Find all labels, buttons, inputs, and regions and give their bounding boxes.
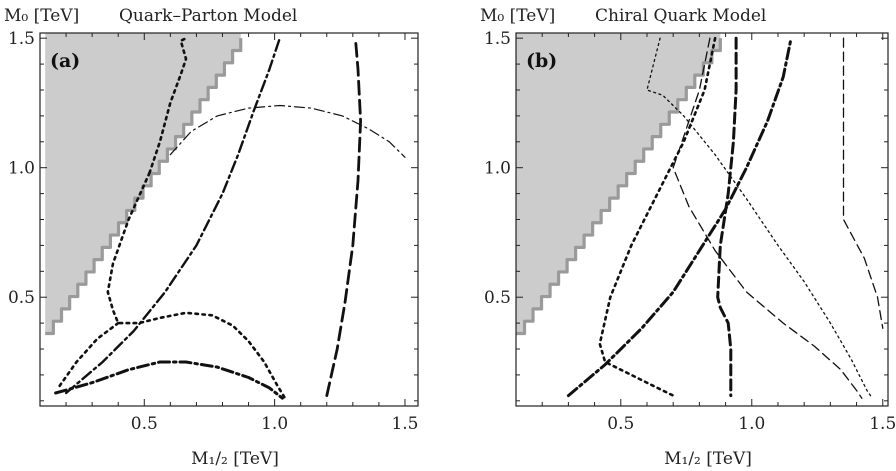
x-tick-label: 1.0 <box>261 414 288 434</box>
x-axis-label: M₁/₂ [TeV] <box>664 449 752 469</box>
series-curve-3 <box>56 321 120 390</box>
y-tick-label: 0.5 <box>484 288 511 308</box>
series-curve-2 <box>106 171 287 400</box>
series-curve-1 <box>646 37 873 399</box>
panel-title: Quark–Parton Model <box>119 6 297 26</box>
series-curve-6 <box>566 36 793 398</box>
series-curve-4 <box>54 360 284 400</box>
series-curve-7 <box>169 104 406 158</box>
exclusion-boundary <box>516 38 722 336</box>
x-tick-label: 0.5 <box>607 414 634 434</box>
excluded-region <box>516 33 721 334</box>
series-curve-4 <box>598 36 717 397</box>
panel-b: M₀ [TeV] Chiral Quark Model M₁/₂ [TeV] 0… <box>480 6 896 469</box>
excluded-region <box>45 33 241 334</box>
panel-tag: (b) <box>526 50 557 72</box>
y-tick-label: 0.5 <box>8 288 35 308</box>
panel-a: M₀ [TeV] Quark–Parton Model M₁/₂ [TeV] 0… <box>4 6 419 469</box>
series-curve-6 <box>325 36 363 398</box>
x-tick-label: 1.5 <box>391 414 418 434</box>
y-tick-label: 1.5 <box>484 29 511 49</box>
panel-tag: (a) <box>50 50 80 72</box>
y-tick-label: 1.0 <box>8 159 35 179</box>
y-tick-label: 1.5 <box>8 29 35 49</box>
x-tick-label: 0.5 <box>131 414 158 434</box>
series-curve-3 <box>842 37 884 329</box>
series-curve-5 <box>64 37 281 395</box>
x-tick-label: 1.0 <box>738 414 765 434</box>
y-axis-label: M₀ [TeV] <box>480 6 555 26</box>
panel-title: Chiral Quark Model <box>595 6 766 26</box>
series-curve-2 <box>672 37 863 399</box>
x-axis-label: M₁/₂ [TeV] <box>191 449 279 469</box>
y-axis-label: M₀ [TeV] <box>4 6 79 26</box>
y-tick-label: 1.0 <box>484 159 511 179</box>
x-tick-label: 1.5 <box>869 414 896 434</box>
series-curve-5 <box>716 36 738 398</box>
